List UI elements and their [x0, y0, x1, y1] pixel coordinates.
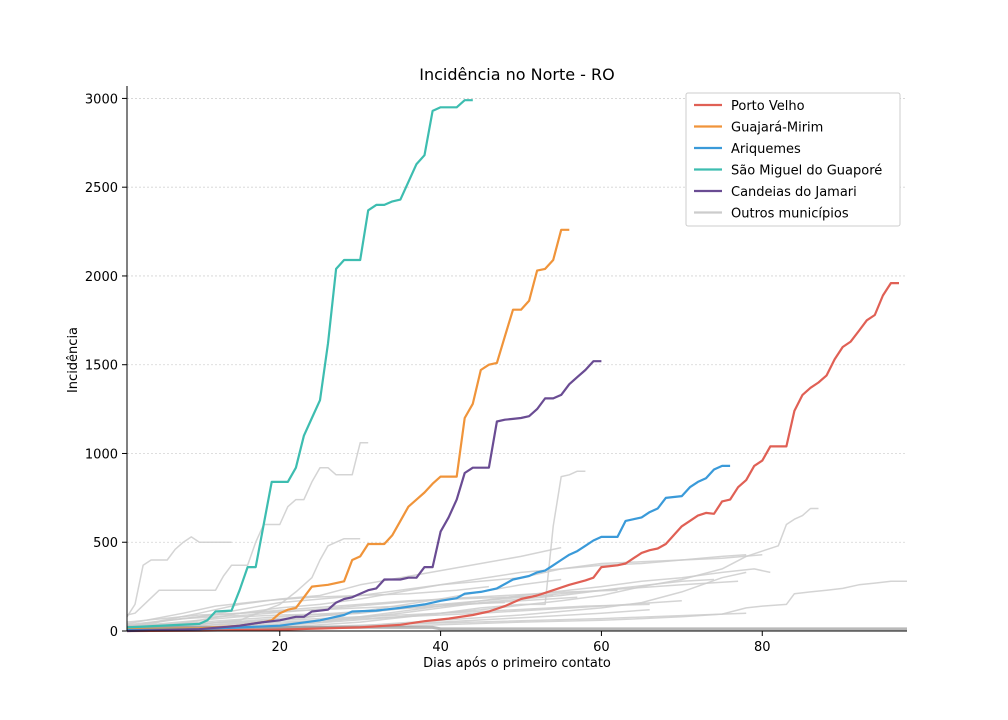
legend-label-4: São Miguel do Guaporé [731, 164, 882, 179]
gridlines [127, 98, 907, 543]
legend-label-2: Guajará-Mirim [731, 121, 823, 136]
other-municipality-line-2 [126, 442, 369, 616]
x-tick-label-80: 80 [754, 640, 771, 655]
other-municipality-line-23 [126, 603, 650, 627]
x-tick-label-40: 40 [432, 640, 449, 655]
other-municipality-line-22 [126, 578, 562, 630]
other-municipality-line-6 [126, 580, 907, 631]
other-municipality-line-21 [126, 612, 361, 629]
legend-label-1: Porto Velho [731, 99, 805, 114]
ticks: 0 500 1000 1500 2000 2500 3000 20 40 60 80 [85, 92, 771, 655]
y-tick-label-3000: 3000 [85, 92, 118, 107]
y-tick-label-0: 0 [110, 625, 118, 640]
other-municipality-line-7 [126, 568, 771, 630]
y-tick-label-500: 500 [93, 536, 118, 551]
x-tick-label-60: 60 [593, 640, 610, 655]
series-line-3 [126, 464, 731, 632]
y-axis-label: Incidência [66, 327, 81, 393]
series-line-2 [126, 228, 570, 631]
series-line-4 [126, 99, 473, 629]
other-municipality-line-1 [126, 536, 232, 618]
series-line-5 [126, 360, 602, 633]
other-municipality-line-11 [126, 585, 489, 625]
legend-label-6: Outros municípios [731, 207, 849, 222]
series-lines [126, 99, 899, 633]
series-line-1 [126, 282, 899, 633]
legend-box [685, 92, 901, 227]
y-tick-label-1500: 1500 [85, 359, 118, 374]
y-tick-label-2000: 2000 [85, 270, 118, 285]
legend: Porto Velho Guajará-Mirim Ariquemes São Mig… [685, 92, 901, 227]
x-axis-label: Dias após o primeiro contato [423, 656, 611, 671]
legend-label-5: Candeias do Jamari [731, 185, 857, 200]
other-municipalities-lines [126, 442, 907, 632]
y-tick-label-1000: 1000 [85, 447, 118, 462]
legend-label-3: Ariquemes [731, 142, 801, 157]
axes [126, 86, 907, 632]
chart-title: Incidência no Norte - RO [419, 65, 615, 84]
x-tick-label-20: 20 [272, 640, 289, 655]
y-tick-label-2500: 2500 [85, 181, 118, 196]
